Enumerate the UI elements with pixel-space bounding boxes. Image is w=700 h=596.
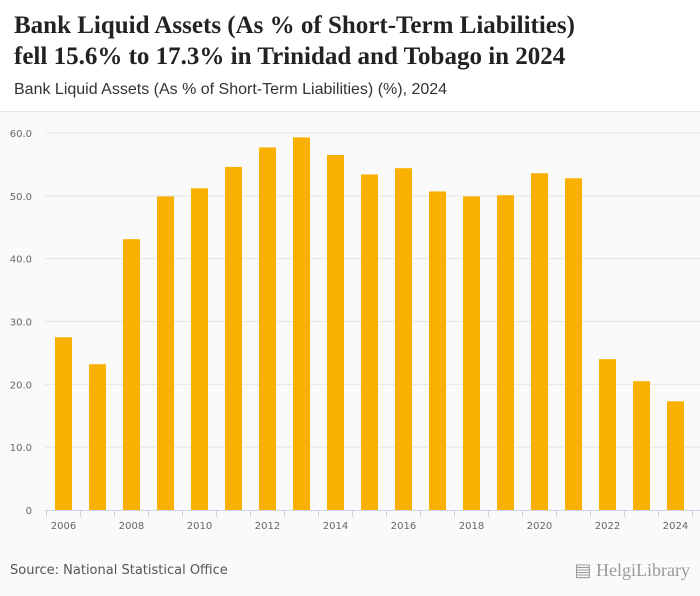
y-tick-label: 50.0 [10, 192, 32, 203]
chart-header: Bank Liquid Assets (As % of Short-Term L… [0, 0, 700, 112]
x-tick-label: 2022 [595, 521, 620, 532]
y-tick-label: 20.0 [10, 380, 32, 391]
y-tick-label: 0 [26, 506, 32, 517]
x-tick-label: 2016 [391, 521, 416, 532]
bar-2018 [463, 196, 480, 510]
x-tick-label: 2020 [527, 521, 552, 532]
x-tick-label: 2012 [255, 521, 280, 532]
x-tick-label: 2008 [119, 521, 144, 532]
title-line-1: Bank Liquid Assets (As % of Short-Term L… [14, 12, 575, 39]
y-tick-label: 30.0 [10, 318, 32, 329]
bar-2021 [565, 178, 582, 511]
y-tick-label: 10.0 [10, 443, 32, 454]
bar-2013 [293, 137, 310, 511]
bar-2008 [123, 239, 140, 510]
y-tick-label: 40.0 [10, 255, 32, 266]
bar-2006 [55, 337, 72, 510]
bar-2017 [429, 191, 446, 510]
bar-2007 [89, 364, 106, 510]
x-tick-label: 2006 [51, 521, 76, 532]
y-tick-label: 60.0 [10, 129, 32, 140]
title-line-2: fell 15.6% to 17.3% in Trinidad and Toba… [14, 43, 566, 70]
bar-2012 [259, 147, 276, 510]
bar-2016 [395, 168, 412, 511]
bar-2022 [599, 359, 616, 510]
bar-2010 [191, 188, 208, 510]
bar-2011 [225, 166, 242, 510]
bar-2024 [667, 401, 684, 510]
chart-subtitle: Bank Liquid Assets (As % of Short-Term L… [14, 81, 448, 98]
logo-icon: ▤ [574, 560, 592, 580]
bar-2009 [157, 196, 174, 510]
x-tick-label: 2018 [459, 521, 484, 532]
helgi-library-logo: ▤ HelgiLibrary [575, 560, 690, 581]
bar-2015 [361, 174, 378, 510]
bar-2014 [327, 154, 344, 510]
chart-title: Bank Liquid Assets (As % of Short-Term L… [14, 10, 700, 72]
bar-2023 [633, 381, 650, 510]
logo-text: HelgiLibrary [596, 560, 690, 580]
bar-2019 [497, 195, 514, 510]
bar-2020 [531, 173, 548, 511]
x-tick-label: 2014 [323, 521, 348, 532]
x-tick-label: 2024 [663, 521, 688, 532]
source-note: Source: National Statistical Office [10, 563, 228, 578]
x-tick-label: 2010 [187, 521, 212, 532]
